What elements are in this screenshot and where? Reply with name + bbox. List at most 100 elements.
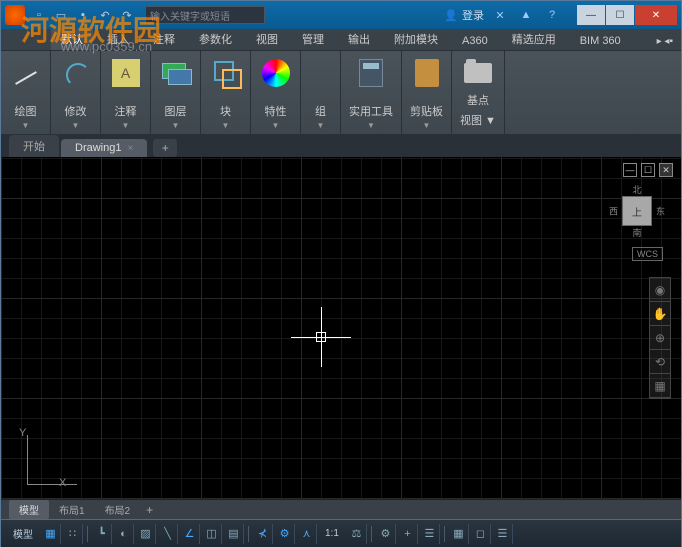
panel-clipboard[interactable]: 剪贴板 ▼ — [402, 51, 452, 134]
viewport-maximize-icon[interactable]: ☐ — [641, 163, 655, 177]
panel-annotation[interactable]: A 注释 ▼ — [101, 51, 151, 134]
viewport-minimize-icon[interactable]: — — [623, 163, 637, 177]
qat-save-icon[interactable]: ▪ — [73, 5, 93, 25]
layout-tab-model[interactable]: 模型 — [9, 500, 49, 519]
ribbon-tab[interactable]: 参数化 — [189, 28, 242, 50]
isodraft-icon[interactable]: ▨ — [136, 524, 156, 544]
nav-show-icon[interactable]: ▦ — [650, 374, 670, 398]
viewcube-south[interactable]: 南 — [632, 226, 641, 239]
nav-zoom-icon[interactable]: ⊕ — [650, 326, 670, 350]
viewport-controls: — ☐ ✕ — [623, 163, 673, 177]
viewcube-north[interactable]: 北 — [632, 183, 641, 196]
viewcube-face[interactable]: 上 — [622, 196, 652, 226]
minimize-button[interactable]: — — [577, 5, 605, 25]
layout-tab[interactable]: 布局1 — [49, 500, 95, 519]
ribbon-tab[interactable]: 默认 — [51, 28, 93, 50]
ribbon-tab[interactable]: 输出 — [338, 28, 380, 50]
search-input[interactable]: 输入关键字或短语 — [145, 6, 265, 24]
add-layout-button[interactable]: + — [140, 503, 159, 517]
ribbon-tab[interactable]: A360 — [452, 32, 498, 50]
qat-redo-icon[interactable]: ↷ — [117, 5, 137, 25]
3dosnap-icon[interactable]: ⚙ — [275, 524, 295, 544]
chevron-down-icon: ▼ — [122, 121, 130, 130]
viewcube-east[interactable]: 东 — [656, 205, 665, 218]
panel-groups[interactable]: 组 ▼ — [301, 51, 341, 134]
panel-title: 注释 — [115, 101, 137, 121]
block-icon — [212, 59, 240, 87]
customization-icon[interactable]: ☰ — [493, 524, 513, 544]
model-indicator[interactable]: 模型 — [7, 526, 39, 541]
ribbon-tab[interactable]: 附加模块 — [384, 28, 448, 50]
ribbon-tab[interactable]: 管理 — [292, 28, 334, 50]
viewcube-west[interactable]: 西 — [609, 205, 618, 218]
panel-modify[interactable]: 修改 ▼ — [51, 51, 101, 134]
panel-title: 实用工具 — [349, 101, 393, 121]
exchange-icon[interactable]: ✕ — [490, 5, 510, 25]
wcs-badge[interactable]: WCS — [632, 247, 663, 261]
panel-draw[interactable]: 绘图 ▼ — [1, 51, 51, 134]
units-icon[interactable]: ☰ — [420, 524, 440, 544]
ribbon-tab[interactable]: 精选应用 — [502, 28, 566, 50]
qat-undo-icon[interactable]: ↶ — [95, 5, 115, 25]
close-icon[interactable]: × — [127, 143, 133, 154]
ribbon-tab[interactable]: BIM 360 — [570, 32, 631, 50]
nav-wheel-icon[interactable]: ◉ — [650, 278, 670, 302]
qat-open-icon[interactable]: ▭ — [51, 5, 71, 25]
annotation-scale-icon[interactable]: ⚖ — [347, 524, 367, 544]
panel-properties[interactable]: 特性 ▼ — [251, 51, 301, 134]
viewport-close-icon[interactable]: ✕ — [659, 163, 673, 177]
chevron-down-icon: ▼ — [367, 121, 375, 130]
ribbon-expand-icon[interactable]: ▸ ◂▪ — [649, 33, 681, 50]
otrack-toggle-icon[interactable]: ∠ — [180, 524, 200, 544]
dynamic-ucs-icon[interactable]: ⋏ — [297, 524, 317, 544]
lineweight-icon[interactable]: ◫ — [202, 524, 222, 544]
layout-tab[interactable]: 布局2 — [95, 500, 141, 519]
statusbar: 模型 ▦ ∷ ┗ ◐ ▨ ╲ ∠ ◫ ▤ ⊀ ⚙ ⋏ 1:1 ⚖ ⚙ + ☰ ▦… — [1, 519, 681, 547]
viewcube[interactable]: 北 南 东 西 上 — [609, 183, 665, 239]
cloud-icon[interactable]: ▲ — [516, 5, 536, 25]
quick-properties-icon[interactable]: ▦ — [449, 524, 469, 544]
add-tab-button[interactable]: + — [153, 139, 177, 157]
close-button[interactable]: ✕ — [635, 5, 677, 25]
selection-cycling-icon[interactable]: ⊀ — [253, 524, 273, 544]
panel-title: 修改 — [65, 101, 87, 121]
panel-title: 块 — [220, 101, 231, 121]
file-tab-start[interactable]: 开始 — [9, 135, 59, 157]
ucs-y-label: Y — [19, 427, 26, 439]
line-icon — [12, 59, 40, 87]
panel-title: 绘图 — [15, 101, 37, 121]
panel-utilities[interactable]: 实用工具 ▼ — [341, 51, 402, 134]
help-icon[interactable]: ? — [542, 5, 562, 25]
transparency-icon[interactable]: ▤ — [224, 524, 244, 544]
note-icon: A — [112, 59, 140, 87]
chevron-down-icon: ▼ — [222, 121, 230, 130]
layout-tabs: 模型 布局1 布局2 + — [1, 499, 681, 519]
nav-pan-icon[interactable]: ✋ — [650, 302, 670, 326]
ribbon-tab[interactable]: 注释 — [143, 28, 185, 50]
osnap-toggle-icon[interactable]: ╲ — [158, 524, 178, 544]
panel-block[interactable]: 块 ▼ — [201, 51, 251, 134]
qat-new-icon[interactable]: ▫ — [29, 5, 49, 25]
ribbon-tab[interactable]: 插入 — [97, 28, 139, 50]
grid-toggle-icon[interactable]: ▦ — [41, 524, 61, 544]
lock-ui-icon[interactable]: ◻ — [471, 524, 491, 544]
scale-indicator[interactable]: 1:1 — [319, 528, 345, 539]
panel-layers[interactable]: 图层 ▼ — [151, 51, 201, 134]
login-button[interactable]: 👤 登录 — [444, 7, 484, 23]
panel-title: 图层 — [165, 101, 187, 121]
nav-orbit-icon[interactable]: ⟲ — [650, 350, 670, 374]
app-icon[interactable] — [5, 5, 25, 25]
ribbon-tab[interactable]: 视图 — [246, 28, 288, 50]
chevron-down-icon: ▼ — [317, 121, 325, 130]
chevron-down-icon: ▼ — [272, 121, 280, 130]
ortho-toggle-icon[interactable]: ┗ — [92, 524, 112, 544]
drawing-area[interactable]: Y X — ☐ ✕ 北 南 东 西 上 WCS ◉ ✋ ⊕ ⟲ ▦ — [1, 157, 681, 499]
polar-toggle-icon[interactable]: ◐ — [114, 524, 134, 544]
view-dropdown[interactable]: 视图 ▼ — [460, 110, 496, 130]
snap-toggle-icon[interactable]: ∷ — [63, 524, 83, 544]
file-tab-drawing[interactable]: Drawing1 × — [61, 139, 147, 157]
maximize-button[interactable]: ☐ — [606, 5, 634, 25]
panel-basepoint[interactable]: 基点 视图 ▼ — [452, 51, 505, 134]
annotation-monitor-icon[interactable]: + — [398, 524, 418, 544]
workspace-icon[interactable]: ⚙ — [376, 524, 396, 544]
